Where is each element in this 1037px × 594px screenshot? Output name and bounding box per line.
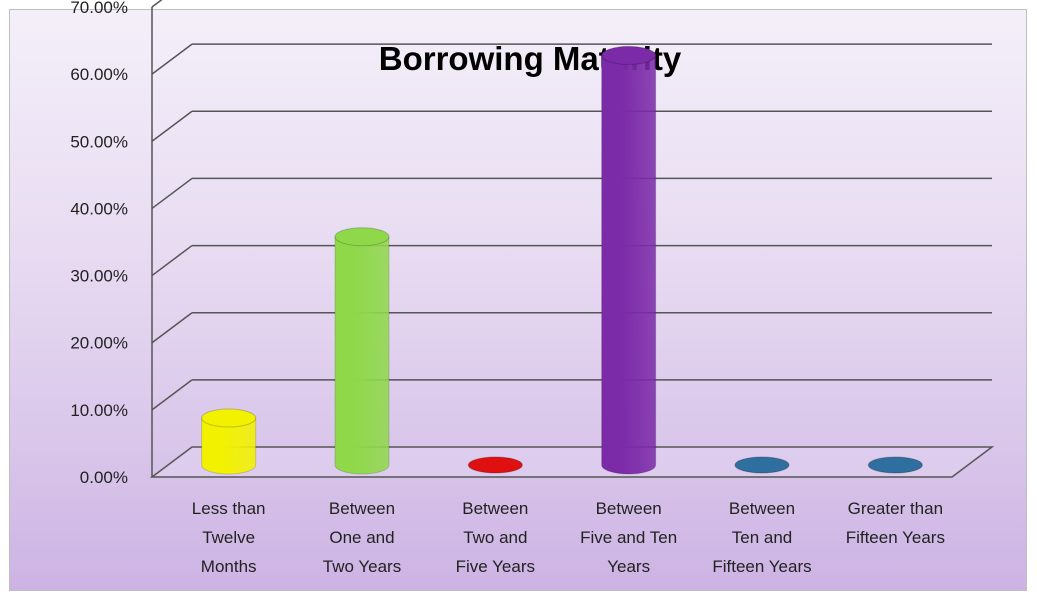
bar-top <box>601 45 657 65</box>
bar-flat <box>734 456 790 474</box>
x-category-label: Between Five and Ten Years <box>580 499 677 576</box>
bar-top <box>334 227 390 247</box>
y-tick-label: 40.00% <box>70 199 128 218</box>
y-tick-label: 50.00% <box>70 132 128 151</box>
gridline-diagonal <box>151 43 193 75</box>
bar <box>867 456 923 474</box>
bars <box>201 45 923 475</box>
chart-frame <box>9 9 1027 591</box>
bar <box>201 408 257 475</box>
gridline-diagonal <box>151 110 193 142</box>
bar-body <box>601 54 657 475</box>
y-tick-label: 70.00% <box>70 0 128 17</box>
gridline-diagonal <box>151 177 193 210</box>
x-category-label: Greater than Fifteen Years <box>846 499 945 547</box>
gridline-diagonal <box>151 312 193 344</box>
bar <box>334 227 390 475</box>
gridline-diagonal <box>151 244 193 277</box>
bar-body <box>201 417 257 475</box>
x-axis-categories: Less than Twelve Months Between One and Two Y… <box>192 499 945 576</box>
x-category-label: Between Two and Five Years <box>456 499 535 576</box>
bar-flat <box>867 456 923 474</box>
y-tick-label: 30.00% <box>70 267 128 286</box>
bar-top <box>201 408 257 428</box>
y-tick-label: 60.00% <box>70 65 128 84</box>
x-category-label: Less than Twelve Months <box>192 499 266 576</box>
gridline-diagonal <box>151 0 163 8</box>
bar-body <box>334 236 390 475</box>
y-tick-label: 10.00% <box>70 401 128 420</box>
bar <box>601 45 657 475</box>
gridline-diagonal <box>151 379 193 411</box>
y-tick-label: 0.00% <box>80 468 128 487</box>
y-axis-ticks: 0.00% 10.00% 20.00% 30.00% 40.00% 50.00% 60.00… <box>70 0 128 487</box>
y-tick-label: 20.00% <box>70 334 128 353</box>
bar-flat <box>467 456 523 474</box>
chart-floor <box>149 446 995 478</box>
bar <box>734 456 790 474</box>
bar <box>467 456 523 474</box>
x-category-label: Between Ten and Fifteen Years <box>712 499 811 576</box>
x-category-label: Between One and Two Years <box>323 499 401 576</box>
